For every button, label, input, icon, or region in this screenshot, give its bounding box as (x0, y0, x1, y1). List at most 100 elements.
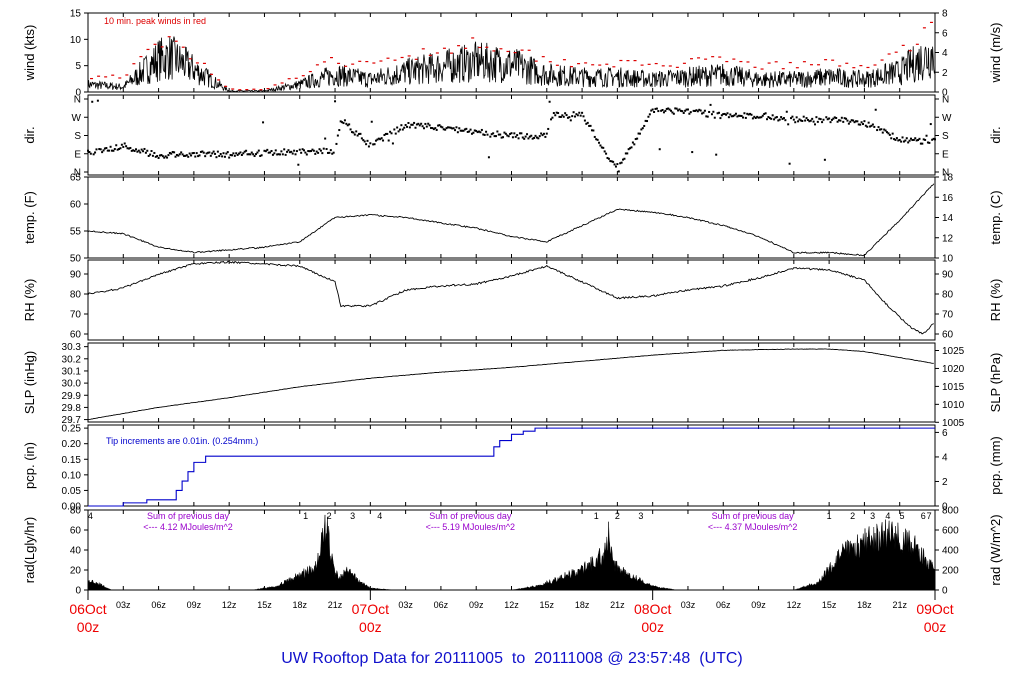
direction-point (672, 112, 675, 115)
day-label-date: 06Oct (69, 601, 106, 617)
direction-point (277, 153, 280, 156)
direction-point (106, 149, 109, 152)
direction-point (408, 126, 411, 129)
y-tick-label-right: 80 (942, 290, 954, 301)
y-axis-label-left: RH (%) (22, 279, 37, 322)
direction-point (586, 121, 589, 124)
direction-point (845, 117, 848, 120)
y-tick-label-left: 40 (70, 546, 82, 557)
direction-point (688, 112, 691, 115)
footer-title: UW Rooftop Data for 20111005 to 20111008… (281, 650, 743, 667)
hour-tick-label: 03z (681, 600, 696, 610)
direction-point (472, 131, 475, 134)
direction-point (773, 118, 776, 121)
direction-point (739, 114, 742, 117)
direction-point (723, 112, 726, 115)
direction-point (631, 141, 634, 144)
direction-point (421, 125, 424, 128)
hour-tick-label: 15z (540, 600, 555, 610)
direction-point (514, 135, 517, 138)
sun-hour-label: 5 (900, 511, 905, 521)
direction-point (751, 117, 754, 120)
direction-point (718, 111, 721, 114)
sun-hour-label: 3 (638, 511, 643, 521)
direction-point (509, 132, 512, 135)
direction-point (581, 111, 584, 114)
direction-point (462, 129, 465, 132)
direction-point (863, 120, 866, 123)
direction-point (842, 120, 845, 123)
direction-point (314, 152, 317, 155)
y-tick-label-left: 29.8 (62, 403, 82, 414)
direction-point (781, 117, 784, 120)
y-tick-label-left: 30.0 (62, 379, 82, 390)
direction-point (732, 115, 735, 118)
direction-point (336, 134, 339, 137)
direction-point (197, 155, 200, 158)
direction-point (603, 150, 606, 153)
hour-tick-label: 18z (857, 600, 872, 610)
hour-tick-label: 12z (787, 600, 802, 610)
wind-series-line (87, 36, 936, 93)
direction-point (206, 151, 209, 154)
direction-point (668, 108, 671, 111)
direction-point (791, 115, 794, 118)
direction-point (407, 121, 410, 124)
direction-point (516, 134, 519, 137)
direction-point (917, 139, 920, 142)
direction-point (547, 127, 550, 130)
direction-point (768, 117, 771, 120)
direction-point (890, 137, 893, 140)
direction-point (901, 136, 904, 139)
direction-point (127, 147, 130, 150)
direction-point (470, 132, 473, 135)
y-tick-label-right: N (942, 95, 949, 106)
y-tick-label-right: 2 (942, 477, 948, 488)
direction-point (382, 139, 385, 142)
direction-point (524, 135, 527, 138)
y-tick-label-left: 0 (75, 586, 81, 597)
direction-point (918, 137, 921, 140)
direction-point (89, 152, 92, 155)
direction-point (486, 133, 489, 136)
direction-point (507, 135, 510, 138)
direction-point (534, 134, 537, 137)
series-line (87, 260, 934, 335)
direction-point (108, 149, 111, 152)
direction-point (883, 128, 886, 131)
direction-point (705, 115, 708, 118)
direction-point (686, 108, 689, 111)
direction-point (259, 155, 262, 158)
direction-point (859, 123, 862, 126)
direction-point (346, 124, 349, 127)
direction-point (147, 154, 150, 157)
direction-point (600, 146, 603, 149)
direction-point (847, 122, 850, 125)
direction-point (194, 155, 197, 158)
direction-point (476, 131, 479, 134)
direction-point (689, 111, 692, 114)
direction-point (624, 152, 627, 155)
direction-point (542, 132, 545, 135)
direction-point (566, 116, 569, 119)
direction-point (88, 151, 91, 154)
direction-point (480, 128, 483, 131)
direction-point (101, 151, 104, 154)
y-tick-label-left: 0.15 (62, 455, 82, 466)
direction-point (609, 160, 612, 163)
direction-point (713, 116, 716, 119)
direction-point (223, 155, 226, 158)
direction-point (579, 114, 582, 117)
direction-point (596, 138, 599, 141)
hour-tick-label: 06z (716, 600, 731, 610)
direction-point (562, 115, 565, 118)
direction-point (153, 151, 156, 154)
direction-point (269, 151, 272, 154)
direction-point (548, 100, 551, 103)
direction-point (644, 119, 647, 122)
daily-sum-title: Sum of previous day (712, 511, 795, 521)
direction-point (682, 111, 685, 114)
y-tick-label-left: 80 (70, 506, 82, 517)
direction-point (794, 121, 797, 124)
direction-point (521, 136, 524, 139)
